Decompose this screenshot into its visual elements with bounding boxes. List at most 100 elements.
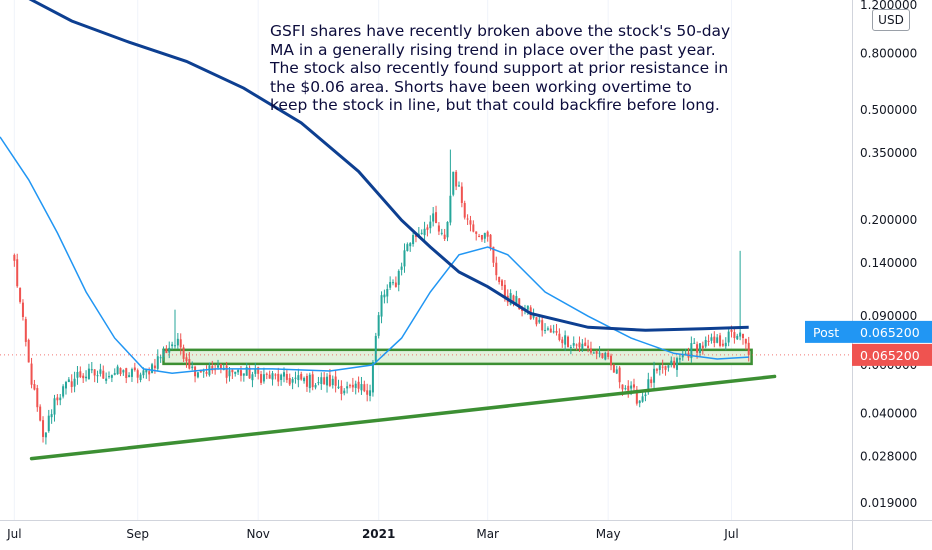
candle-body	[624, 388, 627, 390]
candle-body	[618, 367, 621, 383]
candle-body	[572, 343, 575, 346]
candle-body	[133, 367, 136, 371]
currency-selector[interactable]: USD	[872, 9, 910, 31]
candle-body	[173, 345, 176, 347]
candle-body	[592, 352, 595, 354]
candle-body	[653, 368, 656, 383]
price-tick-label: 0.200000	[860, 213, 917, 227]
candle-body	[716, 337, 719, 343]
candle-body	[632, 384, 635, 388]
candle-body	[105, 378, 108, 381]
candle-body	[87, 368, 90, 379]
candle-body	[24, 319, 27, 342]
candle-body	[429, 221, 432, 229]
last-price-badge	[852, 343, 932, 366]
candle-body	[630, 385, 633, 389]
time-tick-label: Jul	[723, 527, 738, 541]
candle-body	[676, 358, 679, 370]
candle-body	[492, 246, 495, 263]
candle-body	[145, 369, 148, 373]
candle-body	[638, 400, 641, 404]
candles	[13, 149, 750, 445]
candle-body	[317, 382, 320, 384]
candle-body	[589, 348, 592, 353]
candle-body	[116, 366, 119, 375]
candle-body	[248, 367, 251, 379]
candle-body	[119, 368, 122, 375]
candle-body	[690, 343, 693, 359]
candle-body	[518, 298, 521, 310]
candle-body	[478, 235, 481, 237]
candle-body	[564, 335, 567, 345]
price-tick-label: 0.019000	[860, 496, 917, 510]
candle-body	[440, 232, 443, 234]
candle-body	[647, 379, 650, 393]
candle-body	[219, 364, 222, 369]
candle-body	[102, 370, 105, 379]
candle-body	[489, 234, 492, 248]
candle-body	[297, 375, 300, 381]
candle-body	[701, 345, 704, 349]
candle-body	[334, 376, 337, 386]
candle-body	[185, 357, 188, 362]
candle-body	[575, 344, 578, 346]
candle-body	[50, 414, 53, 418]
candle-body	[469, 220, 472, 225]
candle-body	[360, 384, 363, 391]
candle-body	[420, 232, 423, 234]
candle-body	[437, 225, 440, 232]
candle-body	[681, 355, 684, 358]
candle-body	[231, 369, 234, 373]
candle-body	[409, 243, 412, 247]
candle-body	[432, 213, 435, 222]
candle-body	[39, 406, 42, 421]
candle-body	[538, 319, 541, 323]
candle-body	[535, 317, 538, 325]
candle-body	[584, 342, 587, 347]
candle-body	[612, 364, 615, 373]
candle-body	[271, 373, 274, 380]
candle-body	[202, 370, 205, 372]
candle-body	[125, 368, 128, 378]
candle-body	[721, 343, 724, 346]
candle-body	[741, 333, 744, 339]
price-tick-label: 1.200000	[860, 0, 917, 12]
candle-body	[257, 367, 260, 374]
candle-body	[21, 302, 24, 317]
candle-body	[199, 370, 202, 373]
candle-body	[205, 372, 208, 374]
candle-body	[498, 276, 501, 282]
candle-body	[79, 371, 82, 378]
candle-body	[156, 356, 159, 369]
candle-body	[228, 370, 231, 377]
candle-body	[736, 335, 739, 340]
time-axis: Jul Sep Nov 2021 Mar May Jul	[6, 527, 739, 541]
candle-body	[383, 294, 386, 298]
candle-body	[463, 203, 466, 218]
candle-body	[176, 338, 179, 346]
candle-body	[541, 320, 544, 331]
candle-body	[394, 282, 397, 287]
candle-body	[303, 377, 306, 382]
candle-body	[122, 370, 125, 373]
annotation-line: keep the stock in line, but that could b…	[270, 96, 720, 114]
candle-body	[744, 338, 747, 344]
candle-body	[217, 365, 220, 368]
candle-body	[549, 328, 552, 333]
time-tick-label: Nov	[246, 527, 269, 541]
candle-body	[710, 337, 713, 341]
candle-body	[343, 390, 346, 394]
candle-body	[251, 374, 254, 381]
candle-body	[311, 374, 314, 388]
candle-body	[33, 384, 36, 390]
candle-body	[392, 282, 395, 284]
candle-body	[19, 287, 22, 302]
candle-body	[526, 305, 529, 310]
candle-body	[171, 344, 174, 347]
candle-body	[615, 369, 618, 374]
candle-body	[73, 378, 76, 387]
candle-body	[604, 352, 607, 360]
chart-annotation: GSFI shares have recently broken above t…	[270, 22, 770, 115]
candle-body	[397, 271, 400, 285]
